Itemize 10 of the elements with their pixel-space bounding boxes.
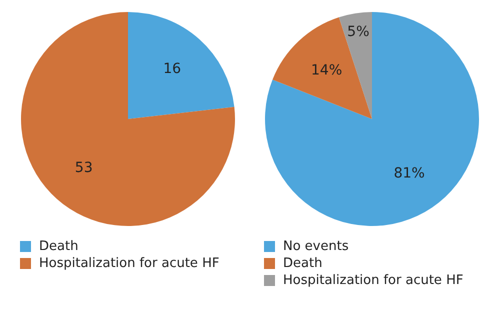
legend-label: Hospitalization for acute HF	[39, 256, 220, 271]
data-label: 14%	[311, 62, 342, 78]
data-label: 53	[74, 160, 93, 176]
data-label: 81%	[394, 166, 425, 182]
legend-label: Death	[283, 256, 322, 271]
data-label: 16	[163, 61, 182, 78]
legend-label: Death	[39, 239, 78, 254]
legend-label: Hospitalization for acute HF	[283, 273, 464, 288]
legend-label: No events	[283, 239, 349, 254]
data-label: 5%	[347, 24, 370, 40]
